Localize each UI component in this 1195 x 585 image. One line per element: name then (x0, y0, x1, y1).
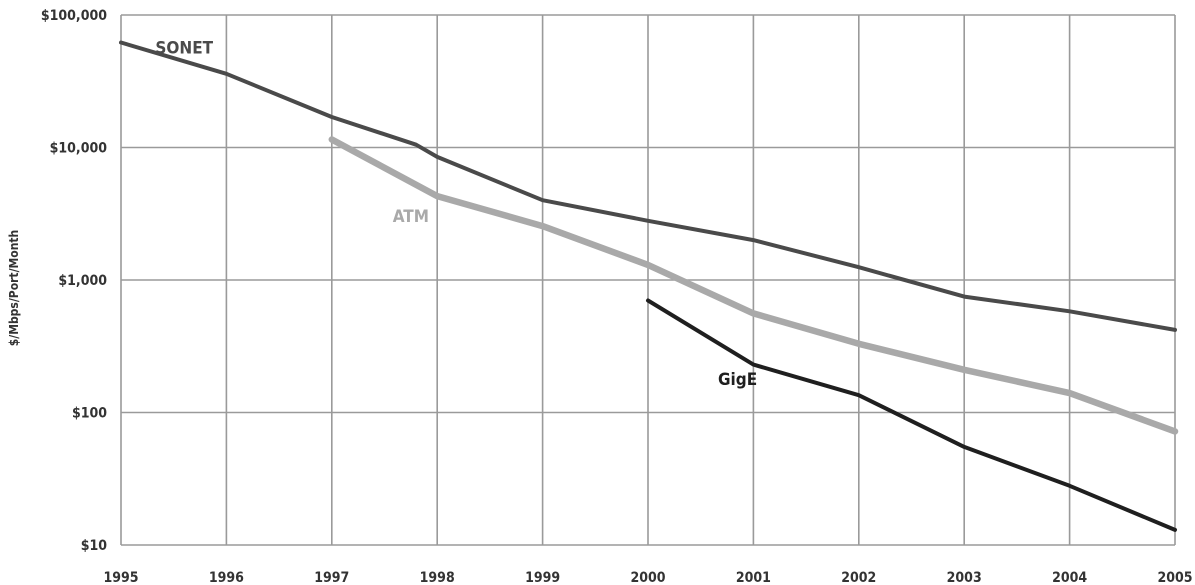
tick-labels: $10 $100 $1,000 $10,000 $100,000 1995 1996 1997… (41, 8, 1193, 585)
x-tick-label: 2004 (1052, 570, 1087, 585)
y-axis-title: $/Mbps/Port/Month (7, 230, 21, 347)
series-line-sonet (119, 40, 1177, 332)
x-tick-label: 2003 (947, 570, 982, 585)
series-label-gige: GigE (718, 370, 757, 390)
x-tick-label: 1999 (525, 570, 560, 585)
y-tick-label: $100,000 (41, 8, 107, 24)
series-label-atm: ATM (393, 207, 429, 227)
y-tick-label: $100 (72, 406, 107, 422)
y-tick-label: $1,000 (58, 273, 107, 289)
grid (120, 14, 1176, 546)
y-tick-label: $10 (81, 538, 108, 554)
x-tick-label: 1997 (314, 570, 349, 585)
series-label-sonet: SONET (155, 38, 213, 58)
x-tick-label: 1998 (420, 570, 455, 585)
x-tick-label: 1995 (103, 570, 138, 585)
y-tick-label: $10,000 (50, 141, 108, 157)
series-labels: SONET ATM GigE (155, 38, 757, 390)
series-lines (119, 40, 1179, 532)
x-tick-label: 2001 (736, 570, 771, 585)
x-tick-label: 1996 (209, 570, 244, 585)
series-line-atm (328, 136, 1179, 435)
x-tick-label: 2000 (630, 570, 665, 585)
series-line-gige (646, 298, 1177, 532)
x-tick-label: 2002 (841, 570, 876, 585)
x-tick-label: 2005 (1157, 570, 1192, 585)
